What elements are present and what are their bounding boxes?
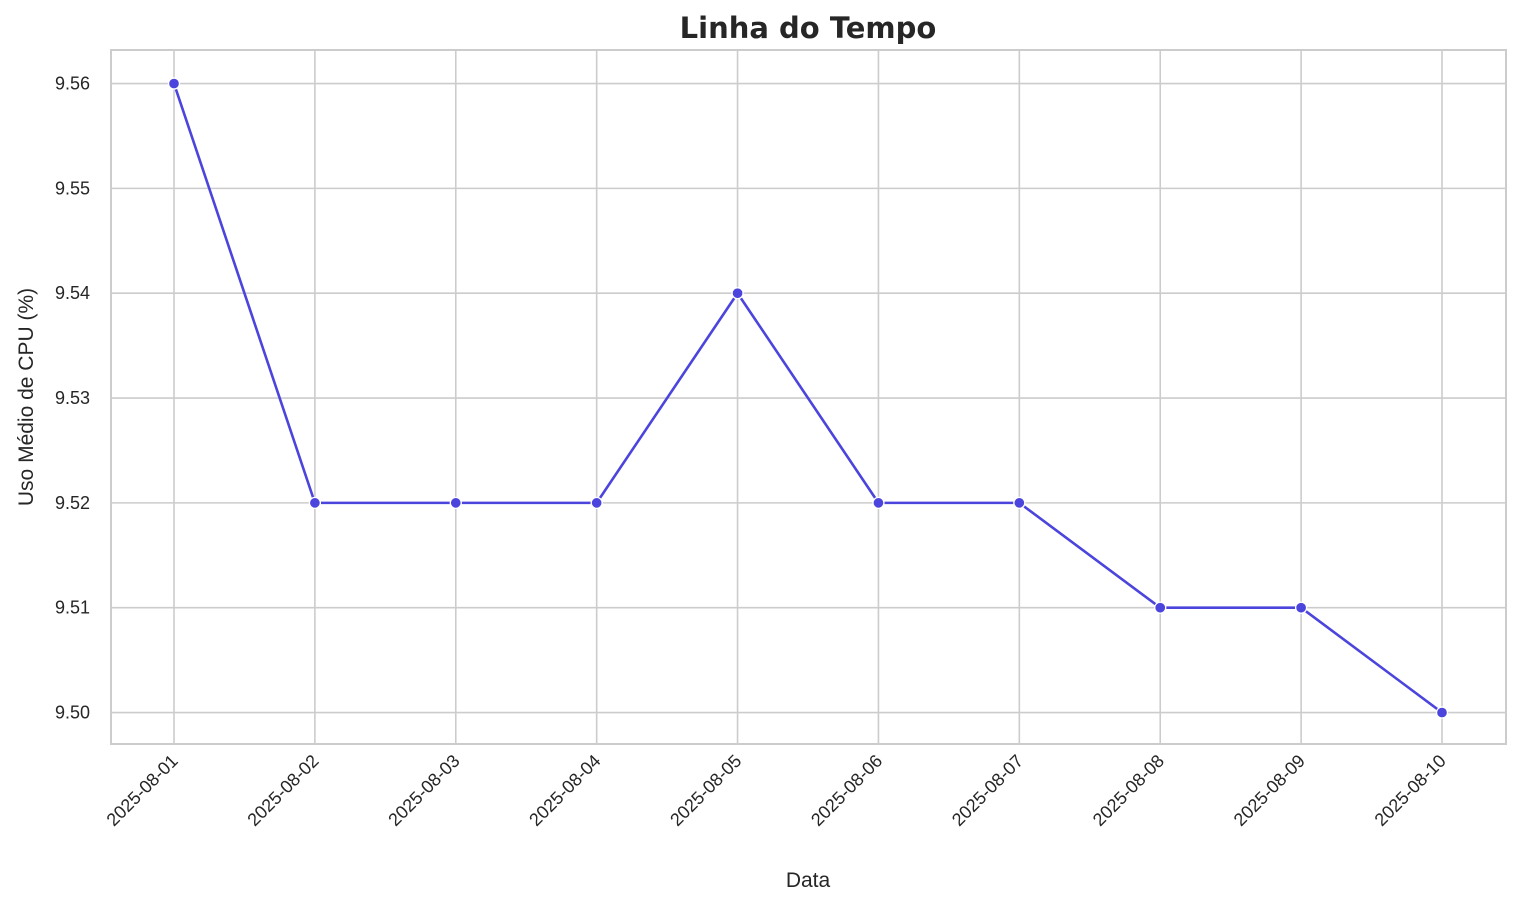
x-tick-label-5: 2025-08-06 (807, 751, 886, 830)
y-tick-label-4: 9.54 (55, 283, 90, 303)
x-axis-label: Data (786, 869, 831, 892)
x-tick-label-2: 2025-08-03 (384, 751, 463, 830)
data-point-9 (1435, 706, 1449, 719)
y-axis-ticks: 9.50 9.51 9.52 9.53 9.54 9.55 9.56 (55, 74, 90, 723)
x-tick-label-7: 2025-08-08 (1089, 751, 1168, 830)
series-line-0 (172, 82, 1444, 714)
data-point-2 (449, 496, 462, 510)
data-point-1 (308, 496, 322, 510)
data-point-7 (1154, 601, 1167, 614)
x-tick-label-4: 2025-08-05 (666, 751, 745, 830)
data-point-0 (167, 77, 181, 90)
x-tick-label-9: 2025-08-10 (1371, 751, 1450, 830)
y-tick-label-6: 9.56 (55, 74, 90, 94)
data-point-4 (731, 287, 744, 300)
chart-title: Linha do Tempo (680, 11, 937, 45)
x-tick-label-1: 2025-08-02 (243, 751, 322, 830)
data-point-5 (872, 496, 885, 510)
y-tick-label-3: 9.53 (55, 388, 90, 408)
y-tick-label-1: 9.51 (55, 598, 90, 618)
x-axis-ticks: 2025-08-01 2025-08-02 2025-08-03 2025-08-04… (103, 751, 1450, 830)
x-tick-label-8: 2025-08-09 (1230, 751, 1309, 830)
y-tick-label-2: 9.52 (55, 493, 90, 513)
y-axis-label: Uso Médio de CPU (%) (15, 288, 38, 506)
data-point-6 (1013, 496, 1026, 510)
plot-frame (110, 49, 1507, 745)
y-tick-label-5: 9.55 (55, 178, 90, 198)
x-tick-label-6: 2025-08-07 (948, 751, 1027, 830)
series-layer (167, 77, 1449, 719)
x-tick-label-3: 2025-08-04 (525, 751, 604, 830)
data-point-3 (590, 496, 603, 510)
x-tick-label-0: 2025-08-01 (103, 751, 182, 830)
y-tick-label-0: 9.50 (55, 703, 90, 723)
data-point-8 (1294, 601, 1308, 614)
